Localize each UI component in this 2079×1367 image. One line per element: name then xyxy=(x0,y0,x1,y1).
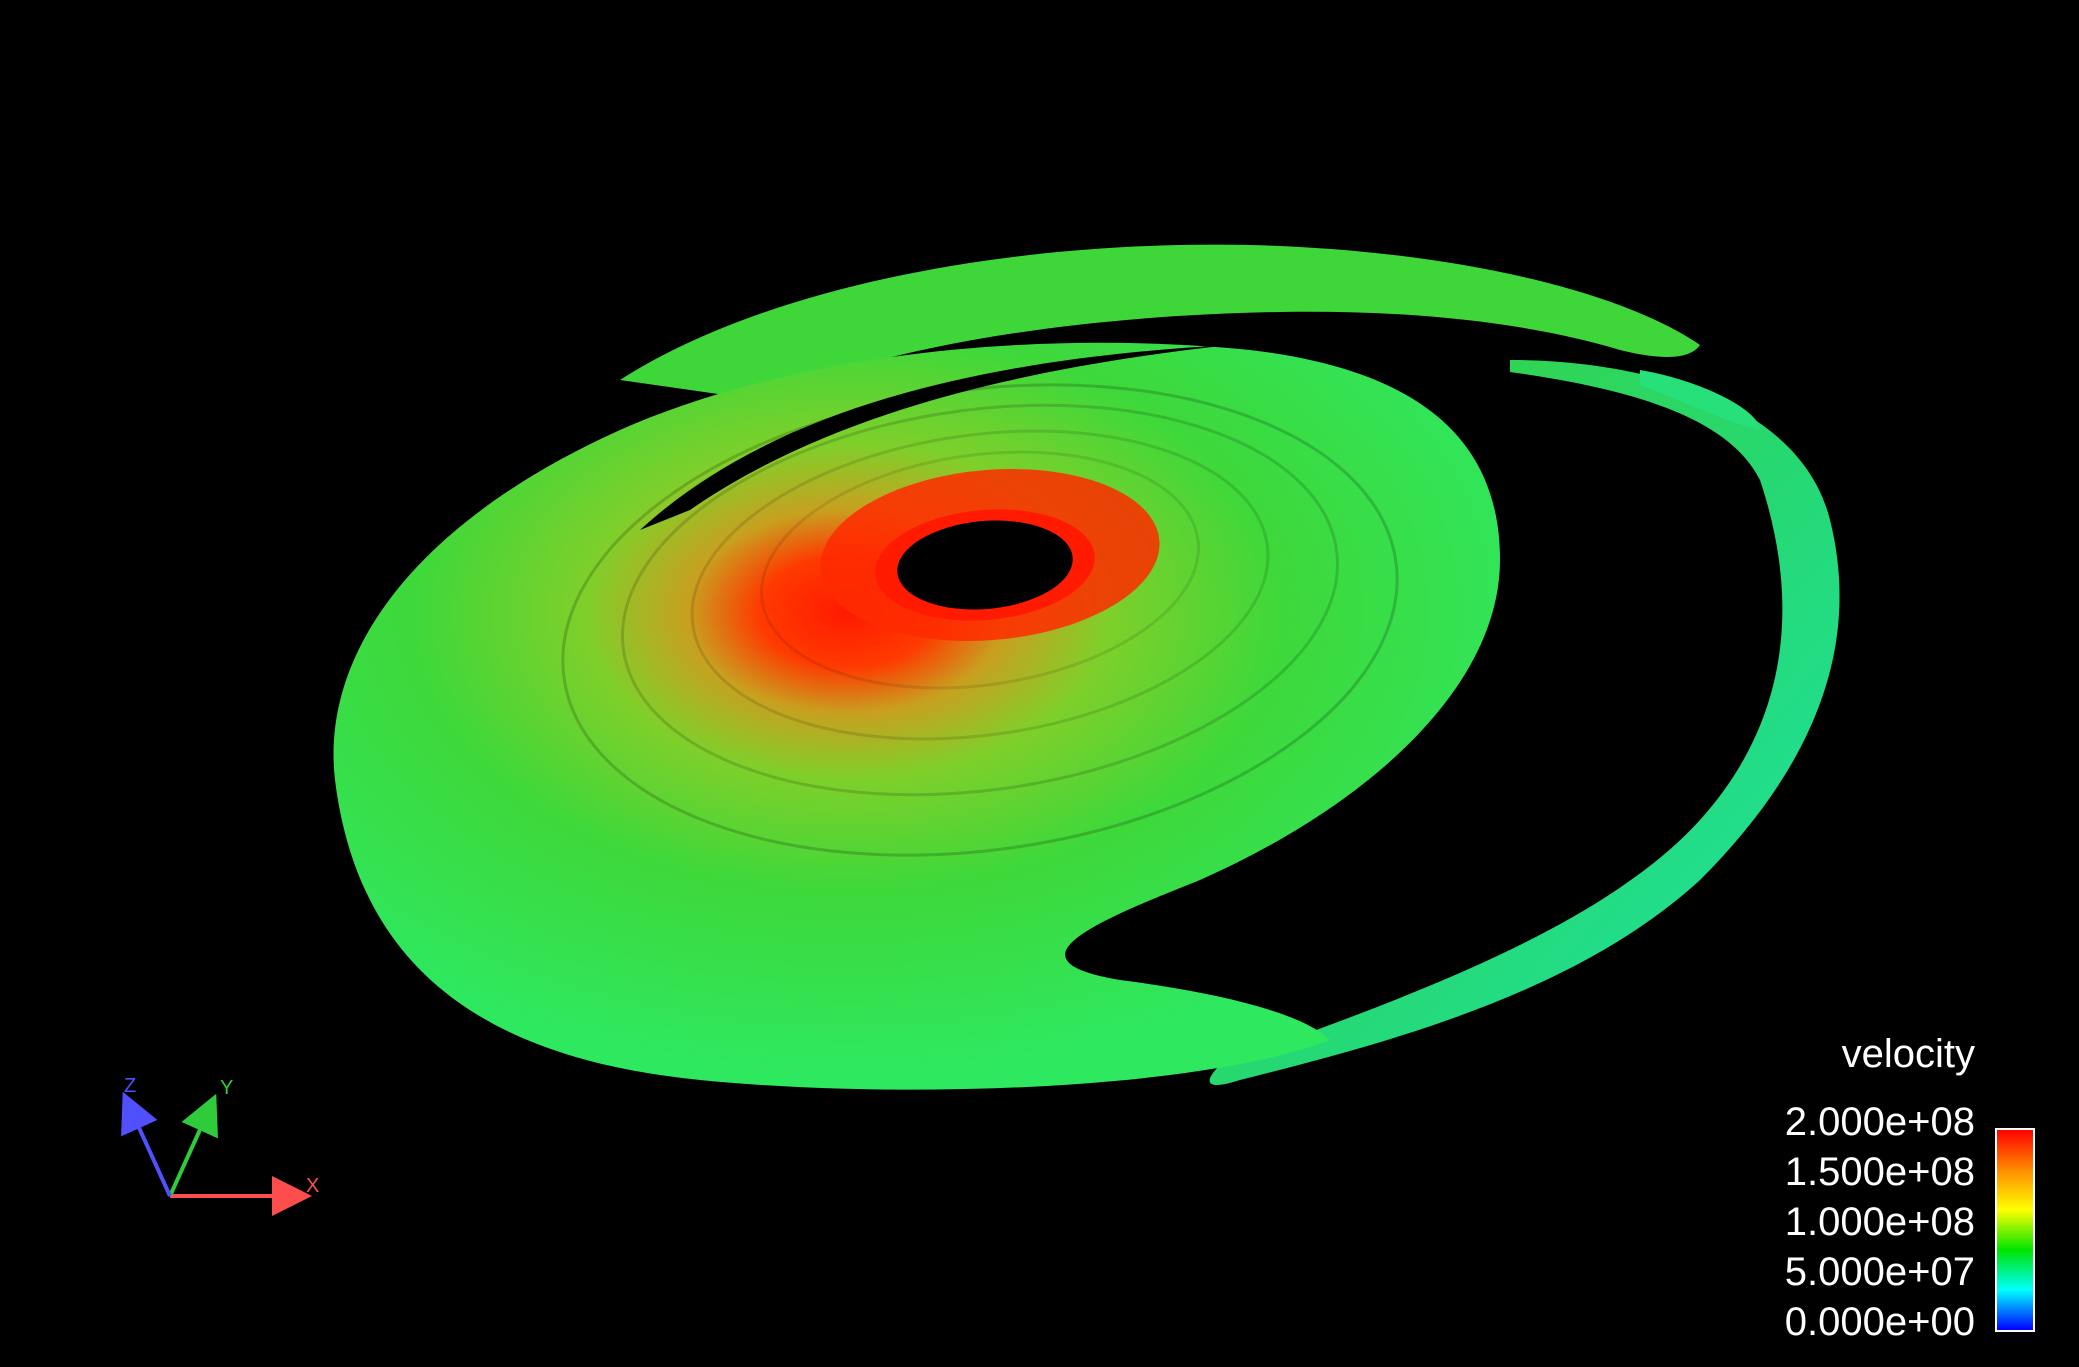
upper-outer-arm xyxy=(620,244,1700,400)
z-axis-line xyxy=(121,1091,172,1197)
y-axis-label: Y xyxy=(220,1077,233,1099)
orientation-axes[interactable]: X Y Z xyxy=(121,1075,319,1216)
legend-title: velocity xyxy=(1841,1032,1975,1076)
legend-label-min: 0.000e+00 xyxy=(1784,1300,1975,1344)
x-axis-label: X xyxy=(306,1175,319,1197)
legend-colorbar xyxy=(1995,1128,2035,1332)
outer-spiral-arm xyxy=(1209,360,1840,1085)
legend-label-upper: 1.500e+08 xyxy=(1784,1150,1975,1194)
accretion-disk xyxy=(333,342,1500,1090)
legend-label-max: 2.000e+08 xyxy=(1784,1100,1975,1144)
legend-labels: 2.000e+08 1.500e+08 1.000e+08 5.000e+07 … xyxy=(1675,1100,1975,1344)
y-axis-line xyxy=(168,1093,218,1197)
central-hole xyxy=(897,520,1073,610)
z-axis-label: Z xyxy=(124,1075,136,1097)
legend-label-mid: 1.000e+08 xyxy=(1784,1200,1975,1244)
legend-label-lower: 5.000e+07 xyxy=(1784,1250,1975,1294)
